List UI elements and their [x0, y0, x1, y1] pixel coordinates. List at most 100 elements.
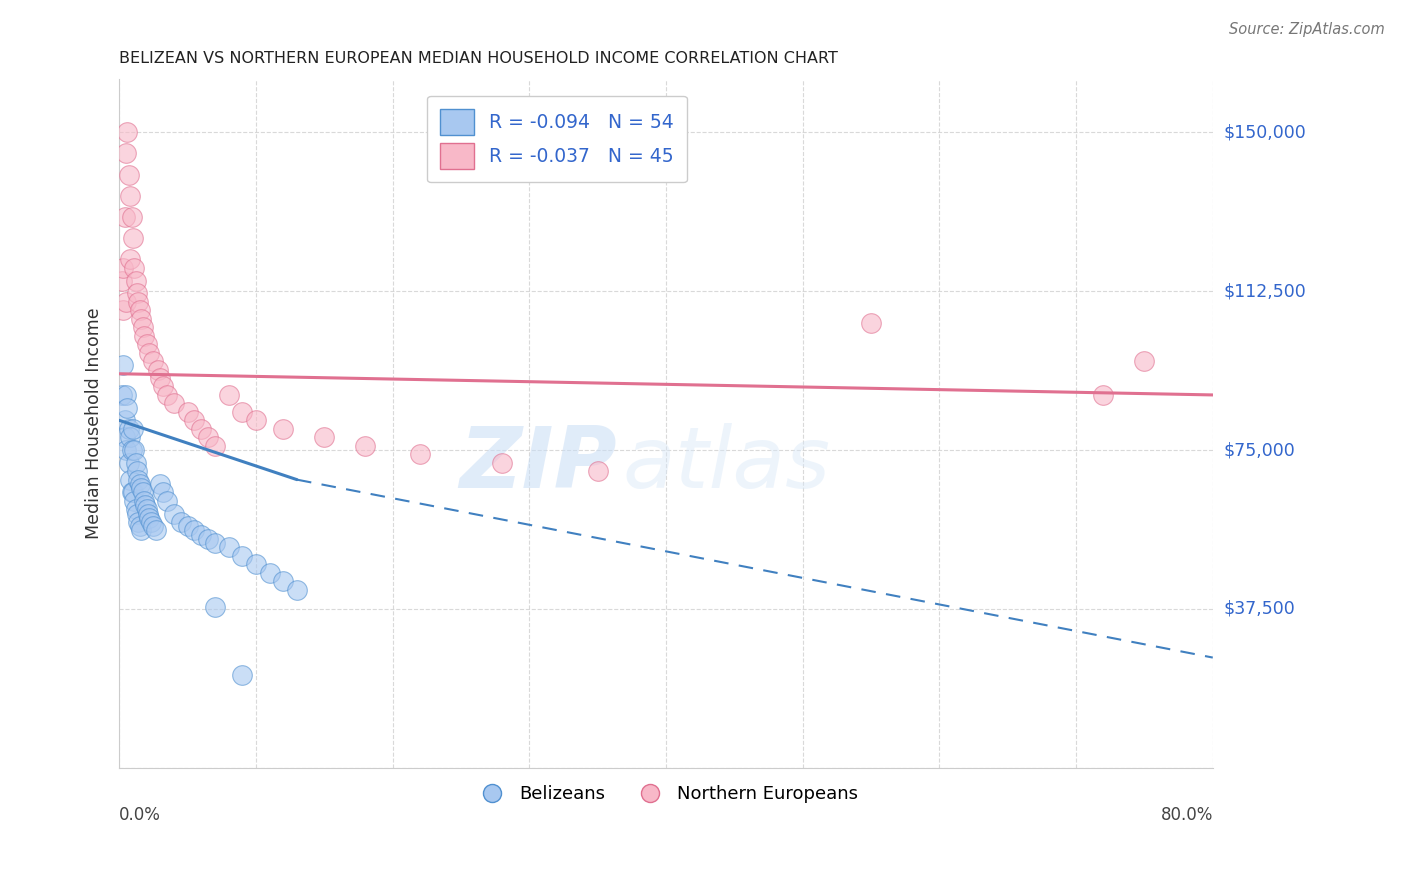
Point [128, 519, 150, 533]
Point [183, 524, 205, 538]
Text: $75,000: $75,000 [1223, 441, 1296, 459]
Point [170, 515, 193, 529]
Point [125, 464, 148, 478]
Point [586, 464, 609, 478]
Point [138, 510, 160, 524]
Point [245, 413, 267, 427]
Point [131, 485, 153, 500]
Text: ZIP: ZIP [460, 424, 617, 507]
Point [259, 566, 281, 580]
Point [112, 303, 135, 318]
Point [135, 337, 157, 351]
Point [120, 189, 142, 203]
Point [190, 422, 212, 436]
Point [163, 507, 186, 521]
Point [197, 430, 219, 444]
Legend: Belizeans, Northern Europeans: Belizeans, Northern Europeans [467, 778, 866, 810]
Point [860, 316, 883, 330]
Text: atlas: atlas [623, 424, 831, 507]
Point [115, 388, 138, 402]
Point [354, 439, 377, 453]
Point [127, 515, 149, 529]
Point [111, 388, 134, 402]
Point [142, 519, 165, 533]
Point [156, 388, 179, 402]
Point [125, 507, 148, 521]
Point [491, 456, 513, 470]
Point [127, 294, 149, 309]
Point [120, 252, 142, 267]
Point [125, 286, 148, 301]
Point [112, 260, 135, 275]
Point [197, 532, 219, 546]
Point [131, 320, 153, 334]
Point [129, 481, 152, 495]
Point [124, 274, 146, 288]
Point [135, 502, 157, 516]
Text: 80.0%: 80.0% [1160, 805, 1213, 823]
Point [122, 231, 145, 245]
Point [120, 430, 142, 444]
Point [176, 519, 198, 533]
Point [121, 485, 143, 500]
Point [409, 447, 432, 461]
Point [118, 168, 141, 182]
Point [139, 515, 162, 529]
Point [122, 485, 145, 500]
Point [120, 473, 142, 487]
Point [128, 303, 150, 318]
Point [176, 405, 198, 419]
Point [136, 507, 159, 521]
Point [117, 125, 139, 139]
Point [124, 502, 146, 516]
Point [115, 442, 138, 457]
Point [204, 599, 226, 614]
Point [124, 442, 146, 457]
Point [271, 574, 294, 589]
Point [121, 210, 143, 224]
Point [218, 541, 240, 555]
Point [231, 667, 253, 681]
Point [231, 549, 253, 563]
Point [146, 362, 169, 376]
Point [114, 430, 136, 444]
Point [124, 456, 146, 470]
Point [118, 422, 141, 436]
Y-axis label: Median Household Income: Median Household Income [86, 308, 103, 540]
Point [285, 582, 308, 597]
Point [127, 473, 149, 487]
Point [152, 485, 174, 500]
Text: 0.0%: 0.0% [120, 805, 162, 823]
Point [138, 345, 160, 359]
Text: BELIZEAN VS NORTHERN EUROPEAN MEDIAN HOUSEHOLD INCOME CORRELATION CHART: BELIZEAN VS NORTHERN EUROPEAN MEDIAN HOU… [120, 51, 838, 66]
Text: $37,500: $37,500 [1223, 599, 1296, 618]
Point [231, 405, 253, 419]
Point [112, 359, 135, 373]
Point [132, 328, 155, 343]
Point [204, 536, 226, 550]
Point [124, 493, 146, 508]
Point [142, 354, 165, 368]
Point [156, 493, 179, 508]
Point [121, 442, 143, 457]
Text: $112,500: $112,500 [1223, 282, 1306, 300]
Point [190, 527, 212, 541]
Point [118, 456, 141, 470]
Point [115, 146, 138, 161]
Text: Source: ZipAtlas.com: Source: ZipAtlas.com [1229, 22, 1385, 37]
Point [129, 311, 152, 326]
Text: $150,000: $150,000 [1223, 123, 1306, 141]
Point [132, 493, 155, 508]
Point [115, 294, 138, 309]
Point [114, 210, 136, 224]
Point [149, 371, 172, 385]
Point [134, 498, 156, 512]
Point [1133, 354, 1156, 368]
Point [204, 439, 226, 453]
Point [271, 422, 294, 436]
Point [183, 413, 205, 427]
Point [218, 388, 240, 402]
Point [117, 401, 139, 415]
Point [114, 413, 136, 427]
Point [129, 524, 152, 538]
